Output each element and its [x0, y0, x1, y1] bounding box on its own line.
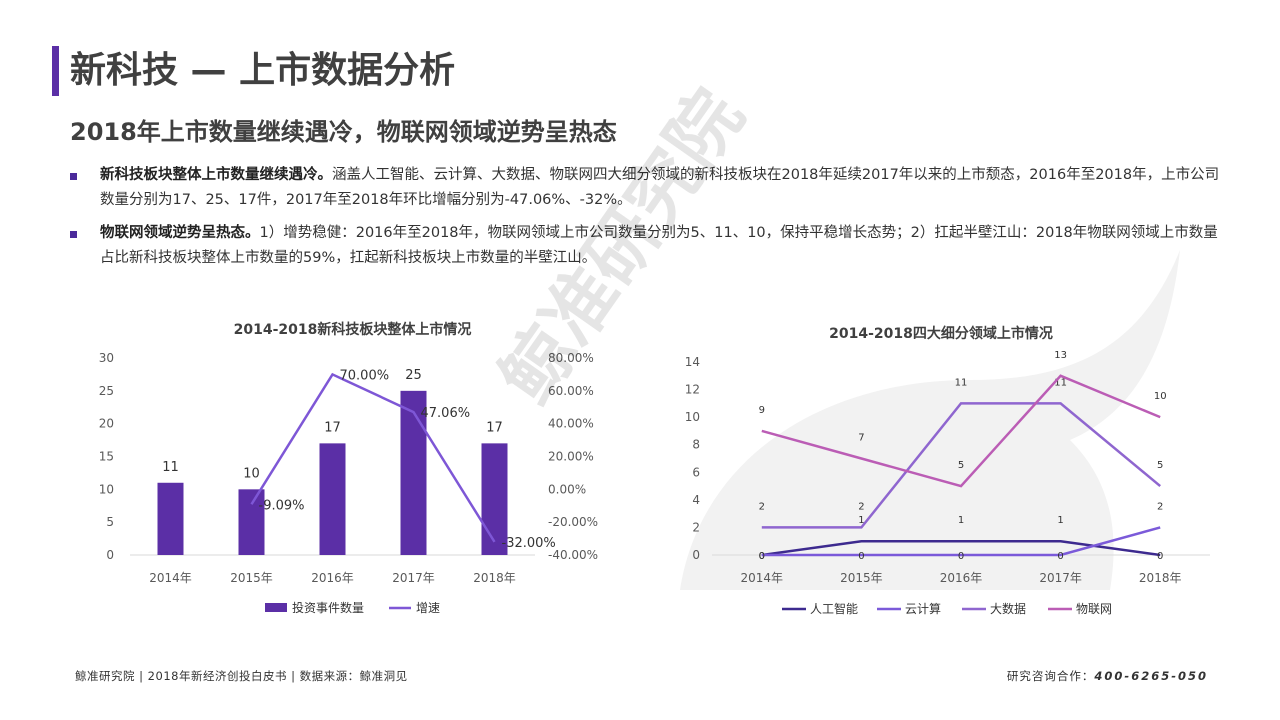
- bullet-item: 新科技板块整体上市数量继续遇冷。涵盖人工智能、云计算、大数据、物联网四大细分领域…: [70, 163, 1230, 213]
- bar-data-label: 17: [324, 420, 341, 435]
- footer-contact: 研究咨询合作：400-6265-050: [1007, 668, 1208, 684]
- bar: [481, 443, 508, 555]
- overall-ipo-chart-svg: 2014-2018新科技板块整体上市情况051015202530-40.00%-…: [99, 321, 598, 615]
- y-right-tick-label: 20.00%: [548, 450, 594, 464]
- point-data-label: 11: [1054, 377, 1067, 388]
- point-data-label: 0: [958, 551, 964, 562]
- y-tick-label: 14: [685, 355, 700, 369]
- series-line: [761, 526, 1161, 557]
- bullet-lead: 物联网领域逆势呈热态。: [100, 225, 260, 241]
- page-title: 新科技 — 上市数据分析: [70, 50, 456, 91]
- y-right-tick-label: -20.00%: [548, 515, 598, 529]
- footer-phone: 400-6265-050: [1094, 669, 1208, 683]
- point-data-label: 2: [1157, 501, 1163, 512]
- y-left-tick-label: 10: [99, 482, 114, 496]
- y-tick-label: 2: [692, 520, 700, 534]
- legend-label: 大数据: [990, 601, 1026, 616]
- bullet-square-icon: [70, 231, 77, 238]
- growth-line: [250, 372, 496, 543]
- y-left-tick-label: 20: [99, 417, 114, 431]
- bar-data-label: 11: [162, 460, 179, 475]
- bar: [400, 390, 427, 555]
- x-tick-label: 2018年: [473, 571, 516, 585]
- y-tick-label: 4: [692, 493, 700, 507]
- y-right-tick-label: 40.00%: [548, 417, 594, 431]
- point-data-label: 2: [759, 501, 765, 512]
- bar-data-label: 17: [486, 420, 503, 435]
- footer-source: 鲸准研究院 | 2018年新经济创投白皮书 | 数据来源：鲸准洞见: [75, 669, 408, 683]
- y-right-tick-label: 0.00%: [548, 482, 586, 496]
- x-tick-label: 2016年: [311, 571, 354, 585]
- y-tick-label: 10: [685, 410, 700, 424]
- y-tick-label: 8: [692, 438, 700, 452]
- point-data-label: 1: [958, 515, 964, 526]
- chart-title: 2014-2018四大细分领域上市情况: [829, 325, 1053, 342]
- bullet-list: 新科技板块整体上市数量继续遇冷。涵盖人工智能、云计算、大数据、物联网四大细分领域…: [70, 163, 1230, 279]
- legend-bar-swatch: [265, 603, 287, 612]
- x-tick-label: 2017年: [392, 571, 435, 585]
- series-line: [761, 374, 1161, 488]
- chart-title: 2014-2018新科技板块整体上市情况: [234, 321, 472, 338]
- x-tick-label: 2015年: [230, 571, 273, 585]
- point-data-label: 13: [1054, 350, 1067, 361]
- point-data-label: 7: [858, 433, 864, 444]
- bullet-square-icon: [70, 173, 77, 180]
- segment-ipo-chart: 2014-2018四大细分领域上市情况 0 2 4 6 8 10 12 14 2014年 2015年…: [680, 318, 1220, 632]
- y-tick-label: 12: [685, 383, 700, 397]
- y-right-tick-label: -40.00%: [548, 548, 598, 562]
- x-tick-label: 2018年: [1139, 571, 1182, 585]
- legend-label: 人工智能: [810, 601, 858, 616]
- title-accent-bar: [52, 46, 59, 96]
- point-data-label: 11: [955, 377, 968, 388]
- x-tick-label: 2015年: [840, 571, 883, 585]
- point-data-label: 10: [1154, 391, 1167, 402]
- y-left-tick-label: 0: [106, 548, 114, 562]
- series-line: [761, 402, 1161, 529]
- growth-data-label: -9.09%: [259, 498, 305, 513]
- y-right-tick-label: 80.00%: [548, 351, 594, 365]
- point-data-label: 0: [759, 551, 765, 562]
- legend-label: 投资事件数量: [292, 600, 364, 615]
- bullet-text: 涵盖人工智能、云计算、大数据、物联网四大细分领域的新科技板块在2018年延续20…: [100, 167, 1220, 208]
- bar: [319, 443, 346, 555]
- overall-ipo-chart: 2014-2018新科技板块整体上市情况 0 5 10 15 20 25 30 -40.00% -…: [80, 312, 620, 636]
- point-data-label: 0: [1157, 551, 1163, 562]
- y-tick-label: 0: [692, 548, 700, 562]
- point-data-label: 1: [858, 515, 864, 526]
- x-tick-label: 2014年: [741, 571, 784, 585]
- point-data-label: 0: [1057, 551, 1063, 562]
- growth-data-label: 70.00%: [340, 368, 390, 383]
- y-left-tick-label: 25: [99, 384, 114, 398]
- y-left-tick-label: 5: [106, 515, 114, 529]
- bar: [238, 489, 265, 555]
- legend-label: 物联网: [1076, 602, 1112, 616]
- growth-data-label: 47.06%: [421, 406, 471, 421]
- legend-label: 云计算: [905, 601, 941, 616]
- x-tick-label: 2014年: [149, 571, 192, 585]
- bar-data-label: 25: [405, 368, 422, 383]
- point-data-label: 5: [1157, 460, 1163, 471]
- point-data-label: 0: [759, 551, 765, 562]
- x-tick-label: 2017年: [1039, 571, 1082, 585]
- point-data-label: 1: [1057, 515, 1063, 526]
- bullet-text: 1）增势稳健：2016年至2018年，物联网领域上市公司数量分别为5、11、10…: [100, 225, 1218, 266]
- y-left-tick-label: 30: [99, 351, 114, 365]
- y-tick-label: 6: [692, 465, 700, 479]
- growth-data-label: -32.00%: [502, 536, 556, 551]
- y-left-tick-label: 15: [99, 450, 114, 464]
- bar-data-label: 10: [243, 466, 260, 481]
- footer-contact-label: 研究咨询合作：: [1006, 669, 1095, 683]
- y-right-tick-label: 60.00%: [548, 384, 594, 398]
- point-data-label: 9: [759, 405, 765, 416]
- bullet-lead: 新科技板块整体上市数量继续遇冷。: [100, 167, 332, 183]
- point-data-label: 5: [958, 460, 964, 471]
- page-subtitle: 2018年上市数量继续遇冷，物联网领域逆势呈热态: [70, 118, 617, 146]
- point-data-label: 2: [858, 501, 864, 512]
- bullet-item: 物联网领域逆势呈热态。1）增势稳健：2016年至2018年，物联网领域上市公司数…: [70, 221, 1230, 271]
- x-tick-label: 2016年: [940, 571, 983, 585]
- point-data-label: 0: [858, 551, 864, 562]
- bar: [157, 482, 184, 555]
- legend-label: 增速: [416, 601, 440, 615]
